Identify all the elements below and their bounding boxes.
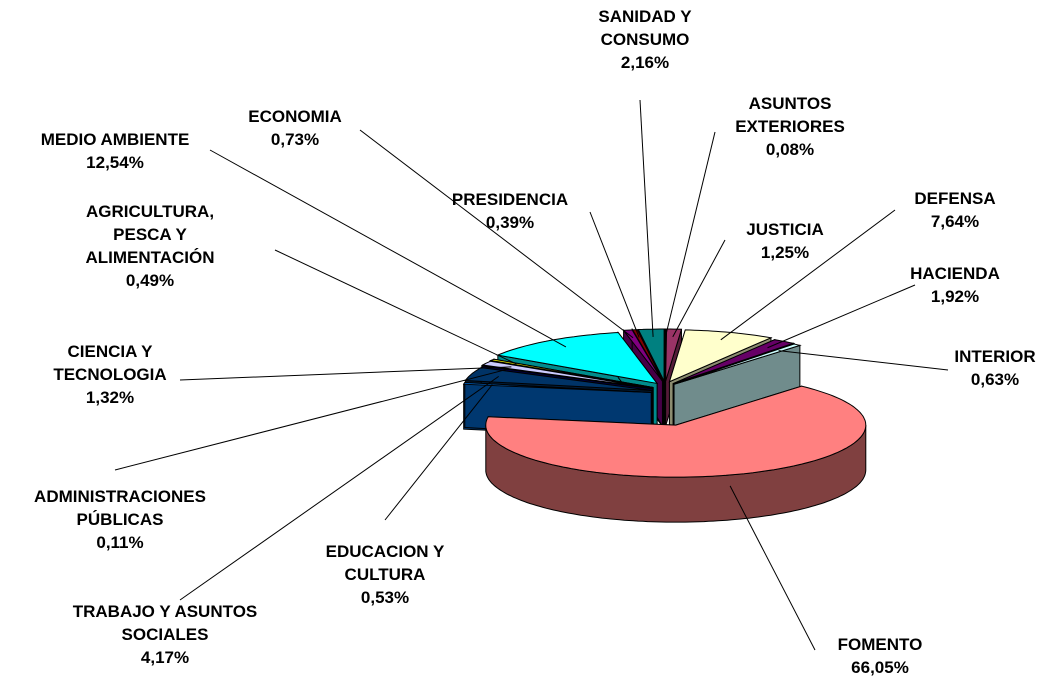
category-name: EDUCACION Y CULTURA: [325, 542, 445, 584]
value-label: 0,39%: [485, 213, 535, 232]
category-name: INTERIOR: [954, 347, 1036, 366]
category-name: HACIENDA: [910, 264, 1000, 283]
value-label: 0,08%: [765, 140, 815, 159]
slice: [485, 385, 867, 478]
value-label: 12,54%: [86, 153, 144, 172]
slice: [622, 329, 663, 382]
slice: [462, 381, 652, 394]
category-name: CIENCIA Y TECNOLOGIA: [53, 342, 167, 384]
leader-line: [729, 485, 816, 651]
slice-label: PRESIDENCIA 0,39%: [430, 188, 590, 234]
value-label: 1,32%: [85, 388, 135, 407]
slice: [488, 358, 654, 389]
leader-line: [179, 375, 499, 601]
slice: [672, 339, 796, 385]
category-name: ASUNTOS EXTERIORES: [735, 94, 845, 136]
leader-line: [114, 368, 508, 471]
slice-label: EDUCACION Y CULTURA 0,53%: [300, 540, 470, 609]
leader-line: [274, 249, 517, 365]
value-label: 7,64%: [930, 212, 980, 231]
slice-label: HACIENDA 1,92%: [895, 262, 1015, 308]
slice: [464, 367, 652, 392]
slice: [665, 328, 683, 382]
category-name: ADMINISTRACIONES PÚBLICAS: [34, 487, 206, 529]
leader-line: [664, 131, 716, 337]
leader-line: [384, 384, 493, 521]
slice: [668, 329, 773, 383]
value-label: 66,05%: [851, 658, 909, 677]
slice-label: INTERIOR 0,63%: [940, 345, 1050, 391]
leader-line: [778, 350, 949, 371]
category-name: TRABAJO Y ASUNTOS SOCIALES: [72, 602, 258, 644]
value-label: 2,16%: [620, 53, 670, 72]
slice-label: ECONOMIA 0,73%: [230, 105, 360, 151]
slice: [480, 365, 653, 390]
category-name: DEFENSA: [914, 189, 996, 208]
slice-label: DEFENSA 7,64%: [900, 187, 1010, 233]
value-label: 1,92%: [930, 287, 980, 306]
slice-label: TRABAJO Y ASUNTOS SOCIALES 4,17%: [65, 600, 265, 669]
leader-line: [672, 239, 726, 338]
category-name: AGRICULTURA, PESCA Y ALIMENTACIÓN: [85, 202, 215, 267]
category-name: PRESIDENCIA: [451, 190, 569, 209]
slice: [481, 360, 653, 389]
value-label: 4,17%: [140, 648, 190, 667]
slice-label: JUSTICIA 1,25%: [730, 218, 840, 264]
leader-line: [209, 149, 567, 348]
value-label: 0,49%: [125, 271, 175, 290]
value-label: 0,11%: [96, 533, 144, 552]
value-label: 0,53%: [360, 588, 410, 607]
category-name: ECONOMIA: [248, 107, 342, 126]
leader-line: [179, 366, 512, 381]
slice: [673, 343, 802, 385]
leader-line: [767, 284, 916, 349]
slice-label: SANIDAD Y CONSUMO 2,16%: [575, 5, 715, 74]
slice: [637, 328, 665, 382]
category-name: JUSTICIA: [746, 220, 824, 239]
slice-label: AGRICULTURA, PESCA Y ALIMENTACIÓN 0,49%: [60, 200, 240, 292]
value-label: 1,25%: [760, 243, 810, 262]
slice: [664, 328, 667, 382]
value-label: 0,73%: [270, 130, 320, 149]
slice-label: MEDIO AMBIENTE 12,54%: [10, 128, 220, 174]
leader-line: [589, 211, 640, 338]
slice-label: ASUNTOS EXTERIORES 0,08%: [715, 92, 865, 161]
category-name: MEDIO AMBIENTE: [40, 130, 190, 149]
slice-label: FOMENTO 66,05%: [820, 633, 940, 679]
leader-line: [639, 99, 654, 337]
slice-label: CIENCIA Y TECNOLOGIA 1,32%: [30, 340, 190, 409]
slice: [496, 331, 659, 385]
slice-label: ADMINISTRACIONES PÚBLICAS 0,11%: [5, 485, 235, 554]
value-label: 0,63%: [970, 370, 1020, 389]
leader-line: [359, 129, 634, 339]
category-name: FOMENTO: [837, 635, 923, 654]
category-name: SANIDAD Y CONSUMO: [598, 7, 692, 49]
leader-line: [720, 209, 896, 341]
